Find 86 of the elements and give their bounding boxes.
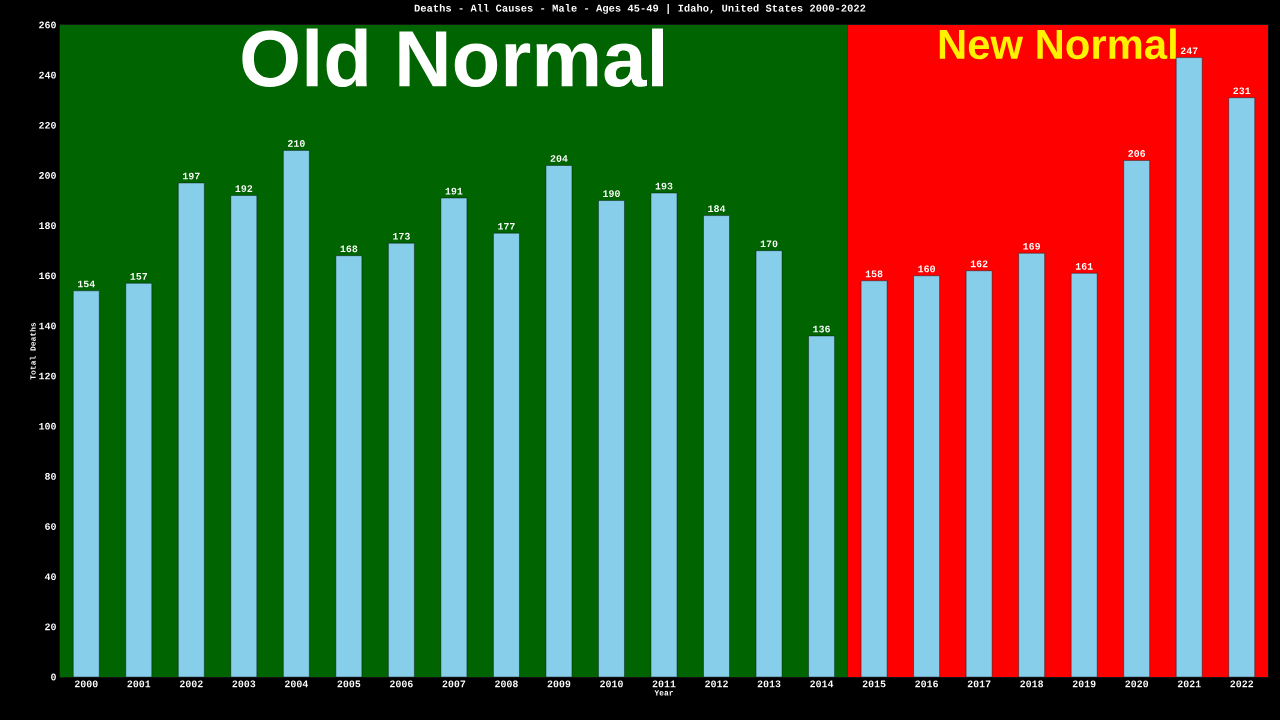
- y-tick-label: 20: [45, 623, 56, 631]
- band-label: New Normal: [939, 28, 1176, 60]
- data-label: 191: [445, 187, 463, 195]
- bar: [1123, 160, 1150, 678]
- y-tick-label: 40: [44, 573, 56, 581]
- y-tick-label: 220: [39, 121, 56, 129]
- data-label: 247: [1180, 47, 1198, 55]
- x-tick-label: 2017: [967, 680, 991, 688]
- x-tick-label: 2011: [652, 680, 676, 688]
- data-label: 158: [865, 270, 883, 278]
- data-label: 197: [183, 172, 200, 180]
- x-tick-label: 2020: [1125, 680, 1149, 688]
- data-label: 157: [130, 273, 148, 280]
- x-tick-label: 2005: [337, 680, 361, 688]
- y-tick-label: 200: [39, 172, 56, 179]
- x-tick-label: 2013: [757, 680, 781, 688]
- bar: [913, 275, 940, 678]
- x-tick-label: 2012: [705, 680, 728, 688]
- bar: [73, 290, 100, 678]
- x-tick-label: 2000: [74, 680, 98, 688]
- x-tick-label: 2004: [284, 680, 309, 688]
- bar: [125, 283, 152, 678]
- x-tick-label: 2015: [862, 680, 886, 688]
- data-label: 184: [708, 205, 726, 213]
- x-tick-label: 2014: [810, 680, 834, 688]
- data-label: 193: [655, 182, 673, 190]
- data-label: 160: [918, 265, 935, 273]
- band-label: Old Normal: [242, 28, 663, 88]
- bar: [965, 270, 993, 678]
- data-label: 169: [1023, 242, 1041, 250]
- bar: [440, 197, 468, 678]
- y-tick-label: 100: [39, 422, 56, 430]
- bar: [230, 195, 258, 678]
- bar: [1018, 253, 1045, 678]
- x-tick-label: 2003: [232, 680, 256, 688]
- y-tick-label: 160: [39, 272, 56, 280]
- y-tick-label: 240: [39, 71, 56, 79]
- x-tick-label: 2006: [390, 680, 413, 688]
- bar: [388, 242, 415, 678]
- bar: [703, 215, 730, 678]
- data-label: 206: [1128, 150, 1146, 157]
- data-label: 177: [498, 223, 515, 230]
- chart-title: Deaths - All Causes - Male - Ages 45-49 | Idaho, United States 2000-2022: [414, 4, 866, 14]
- x-tick-label: 2008: [495, 680, 518, 688]
- bar: [283, 150, 310, 678]
- bar: [598, 200, 625, 678]
- x-tick-label: 2001: [127, 680, 151, 688]
- y-tick-label: 260: [39, 21, 56, 29]
- bar: [860, 280, 888, 678]
- data-label: 192: [235, 185, 253, 192]
- data-label: 136: [813, 325, 830, 333]
- x-tick-label: 2021: [1177, 680, 1201, 688]
- y-tick-label: 80: [45, 472, 56, 480]
- bar: [650, 192, 678, 678]
- data-label: 170: [760, 240, 778, 248]
- bar: [178, 182, 205, 678]
- y-tick-label: 120: [39, 372, 56, 380]
- y-tick-label: 180: [39, 222, 56, 229]
- bar: [808, 335, 835, 678]
- bar: [1176, 57, 1203, 678]
- x-tick-label: 2019: [1072, 680, 1096, 688]
- data-label: 162: [970, 260, 988, 268]
- bar: [1228, 97, 1255, 678]
- x-tick-label: 2016: [915, 680, 938, 688]
- y-tick-label: 60: [45, 523, 56, 530]
- x-tick-label: 2009: [547, 680, 571, 688]
- bar: [755, 250, 783, 678]
- bar: [1070, 273, 1098, 678]
- x-tick-label: 2002: [179, 680, 203, 688]
- data-label: 204: [550, 155, 568, 162]
- x-tick-label: 2018: [1020, 680, 1044, 688]
- data-label: 190: [603, 190, 620, 198]
- data-label: 173: [393, 232, 410, 240]
- bar: [545, 165, 573, 678]
- x-tick-label: 2007: [442, 680, 466, 688]
- y-tick-label: 140: [39, 322, 56, 330]
- data-label: 168: [340, 245, 358, 253]
- data-label: 161: [1075, 262, 1093, 270]
- data-label: 231: [1233, 87, 1251, 95]
- data-label: 154: [77, 280, 95, 288]
- bar: [335, 255, 363, 678]
- y-tick-label: 0: [51, 673, 56, 681]
- bar: [493, 232, 520, 678]
- data-label: 210: [287, 140, 305, 147]
- x-tick-label: 2010: [600, 680, 623, 688]
- x-tick-label: 2022: [1230, 680, 1254, 688]
